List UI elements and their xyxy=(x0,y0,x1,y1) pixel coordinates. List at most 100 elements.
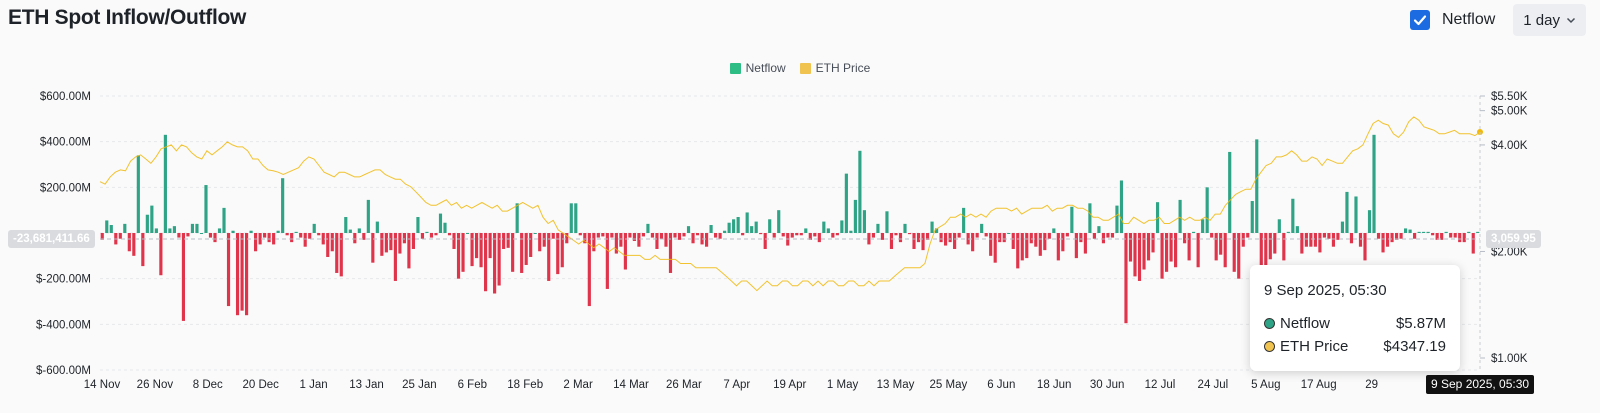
netflow-bar xyxy=(862,210,866,233)
netflow-bar xyxy=(772,233,776,238)
netflow-bar xyxy=(592,233,596,252)
netflow-bar xyxy=(691,233,695,244)
netflow-bar xyxy=(768,219,772,233)
netflow-bar xyxy=(1408,229,1412,233)
netflow-bar xyxy=(1471,233,1475,254)
chevron-down-icon xyxy=(1566,17,1576,24)
netflow-bar xyxy=(1318,233,1322,253)
netflow-bar xyxy=(1115,205,1119,233)
netflow-bar xyxy=(650,233,655,238)
x-tick-label: 8 Dec xyxy=(193,379,223,391)
netflow-bar xyxy=(447,233,452,236)
netflow-bar xyxy=(668,233,673,273)
crosshair-right-value: 3,059.95 xyxy=(1486,230,1541,248)
netflow-bar xyxy=(393,233,397,281)
netflow-bar xyxy=(1160,233,1164,279)
crosshair-time: 9 Sep 2025, 05:30 xyxy=(1426,375,1535,394)
netflow-bar xyxy=(1462,233,1466,243)
netflow-bar xyxy=(317,233,321,236)
netflow-bar xyxy=(704,233,709,247)
tooltip-label-eth-price: ETH Price xyxy=(1280,338,1349,355)
y-axis-left: $600.00M $400.00M $200.00M $-200.00M $-400.0… xyxy=(36,91,91,377)
netflow-bar xyxy=(375,221,379,233)
legend-item-eth-price[interactable]: ETH Price xyxy=(799,61,870,75)
netflow-bar xyxy=(362,233,366,240)
tooltip-label-netflow: Netflow xyxy=(1280,315,1331,332)
netflow-bar xyxy=(100,233,104,240)
netflow-bar xyxy=(826,228,830,233)
netflow-bar xyxy=(1440,233,1444,240)
netflow-bar xyxy=(745,212,749,233)
netflow-bar xyxy=(813,233,817,237)
netflow-bar xyxy=(1074,233,1078,259)
netflow-bar xyxy=(213,233,217,243)
tooltip-row-netflow: Netflow $5.87M xyxy=(1264,315,1446,332)
netflow-bar xyxy=(808,233,812,240)
tooltip-value-eth-price: $4347.19 xyxy=(1383,338,1446,355)
netflow-bar xyxy=(515,203,519,233)
netflow-bar xyxy=(127,233,131,252)
netflow-bar xyxy=(366,199,370,233)
netflow-bar xyxy=(123,223,127,233)
legend-item-netflow[interactable]: Netflow xyxy=(729,61,786,75)
netflow-bar xyxy=(335,233,339,273)
netflow-bar xyxy=(254,233,258,252)
tooltip-value-netflow: $5.87M xyxy=(1395,315,1446,332)
netflow-toggle-label[interactable]: Netflow xyxy=(1441,11,1496,28)
netflow-bar xyxy=(1241,233,1245,247)
netflow-bar xyxy=(1304,233,1308,247)
netflow-bar xyxy=(686,226,691,233)
interval-select[interactable]: 1 day xyxy=(1513,4,1586,36)
netflow-bar xyxy=(565,233,569,244)
netflow-bar xyxy=(574,203,578,233)
netflow-bar xyxy=(551,233,555,239)
netflow-bar xyxy=(524,233,528,265)
netflow-bar xyxy=(971,233,975,252)
netflow-bar xyxy=(1110,233,1115,238)
netflow-bar xyxy=(1164,233,1169,272)
netflow-checkbox[interactable] xyxy=(1409,10,1430,30)
netflow-bar xyxy=(944,233,948,246)
netflow-bar xyxy=(357,228,361,233)
netflow-bar xyxy=(921,233,925,251)
netflow-bar xyxy=(1016,233,1020,269)
netflow-bar xyxy=(235,233,240,316)
netflow-bar xyxy=(420,233,425,239)
netflow-bar xyxy=(159,233,163,276)
netflow-bar xyxy=(547,233,551,281)
y-right-tick-label: $5.50K xyxy=(1491,91,1528,103)
netflow-bar xyxy=(371,233,375,263)
netflow-bar xyxy=(1476,231,1480,233)
netflow-bar xyxy=(1029,233,1033,244)
x-tick-label: 1 May xyxy=(827,379,859,391)
netflow-bar xyxy=(438,213,443,233)
netflow-bar xyxy=(1458,233,1462,243)
netflow-bar xyxy=(181,233,186,321)
netflow-bar xyxy=(506,233,510,248)
x-tick-label: 6 Jun xyxy=(987,379,1015,391)
netflow-bar xyxy=(736,217,740,233)
netflow-bar xyxy=(308,233,312,239)
x-tick-label: 26 Nov xyxy=(137,379,174,391)
netflow-bar xyxy=(727,222,731,233)
x-tick-label: 14 Nov xyxy=(84,379,121,391)
legend-label-netflow: Netflow xyxy=(745,61,786,75)
chart-controls: Netflow 1 day xyxy=(1409,4,1586,36)
netflow-bar xyxy=(939,233,943,243)
x-tick-label: 25 Jan xyxy=(402,379,437,391)
netflow-bar xyxy=(876,223,880,233)
netflow-bar xyxy=(461,233,465,272)
legend-swatch-netflow xyxy=(729,62,741,74)
netflow-bar xyxy=(1025,233,1029,259)
netflow-bar xyxy=(718,233,722,239)
netflow-bar xyxy=(1467,231,1471,233)
netflow-bar xyxy=(1381,233,1385,253)
netflow-bar xyxy=(520,233,524,273)
netflow-bar xyxy=(1219,233,1223,255)
legend-swatch-eth-price xyxy=(799,62,811,74)
netflow-bar xyxy=(569,203,573,233)
netflow-bar xyxy=(1426,231,1430,233)
netflow-bar xyxy=(154,228,158,233)
netflow-bar xyxy=(1300,233,1304,254)
